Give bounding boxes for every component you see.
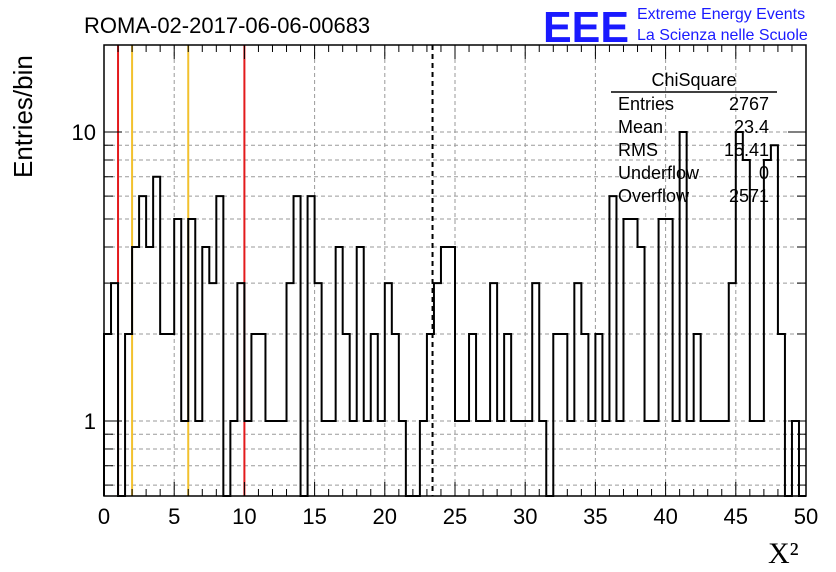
x-axis-label: X² — [768, 537, 799, 570]
axis-ticks — [103, 44, 807, 496]
stats-label-overflow: Overflow — [618, 186, 690, 206]
x-tick-label: 0 — [98, 504, 110, 529]
stats-value-underflow: 0 — [759, 163, 769, 183]
stats-value-overflow: 2571 — [729, 186, 769, 206]
stats-label-entries: Entries — [618, 94, 674, 114]
x-tick-label: 10 — [232, 504, 256, 529]
histogram-outline — [103, 130, 806, 497]
stats-box: ChiSquare Entries 2767 Mean 23.4 RMS 15.… — [611, 70, 777, 206]
x-tick-label: 30 — [513, 504, 537, 529]
y-axis-label: Entries/bin — [8, 55, 38, 178]
x-tick-label: 50 — [794, 504, 818, 529]
stats-value-entries: 2767 — [729, 94, 769, 114]
x-tick-label: 20 — [373, 504, 397, 529]
stats-value-rms: 15.41 — [724, 140, 769, 160]
stats-label-mean: Mean — [618, 117, 663, 137]
stats-value-mean: 23.4 — [734, 117, 769, 137]
y-tick-label: 1 — [84, 409, 96, 434]
eee-logo: EEE Extreme Energy Events La Scienza nel… — [543, 3, 808, 52]
logo-line2: La Scienza nelle Scuole — [637, 27, 808, 44]
x-tick-label: 45 — [724, 504, 748, 529]
x-tick-label: 5 — [168, 504, 180, 529]
x-tick-label: 35 — [583, 504, 607, 529]
stats-title: ChiSquare — [651, 70, 736, 90]
stats-label-underflow: Underflow — [618, 163, 700, 183]
histogram — [103, 130, 806, 497]
x-tick-label: 15 — [302, 504, 326, 529]
logo-line1: Extreme Energy Events — [637, 6, 805, 23]
chart-title: ROMA-02-2017-06-06-00683 — [84, 13, 370, 38]
x-tick-label: 25 — [443, 504, 467, 529]
logo-mark: EEE — [543, 3, 629, 52]
y-tick-label: 10 — [72, 120, 96, 145]
x-tick-label: 40 — [653, 504, 677, 529]
reference-lines — [117, 45, 434, 496]
stats-label-rms: RMS — [618, 140, 658, 160]
